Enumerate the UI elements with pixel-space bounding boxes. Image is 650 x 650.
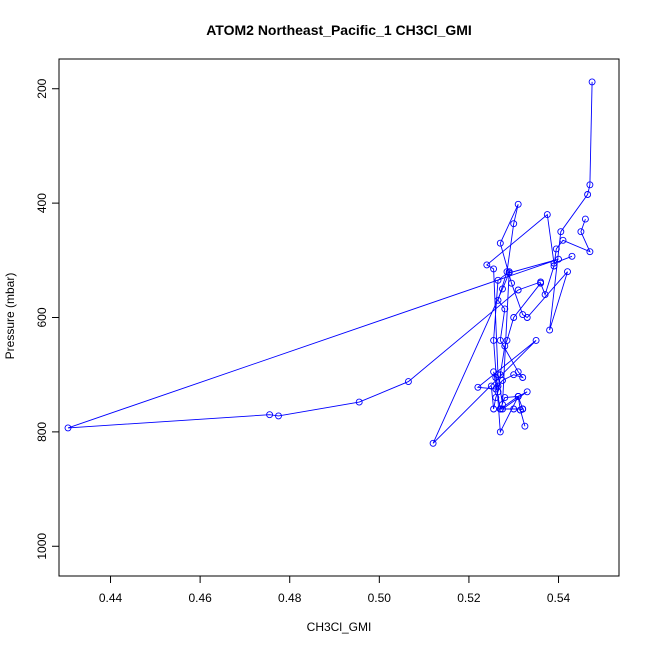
data-point xyxy=(588,78,596,86)
data-point xyxy=(490,405,498,413)
data-point xyxy=(64,424,72,432)
plot-frame xyxy=(58,58,620,577)
data-point xyxy=(514,200,522,208)
x-axis-label: CH3Cl_GMI xyxy=(307,620,372,634)
data-point xyxy=(557,228,565,236)
data-point xyxy=(510,220,518,228)
data-point xyxy=(505,269,513,277)
series-layer xyxy=(64,78,596,447)
data-point xyxy=(546,326,554,334)
data-point xyxy=(559,236,567,244)
data-point xyxy=(499,405,506,413)
chart-title: ATOM2 Northeast_Pacific_1 CH3Cl_GMI xyxy=(206,22,472,38)
y-tick-label: 400 xyxy=(35,193,49,213)
data-point xyxy=(490,336,498,344)
data-point xyxy=(496,336,504,344)
profile-series-3 xyxy=(64,255,562,447)
data-point xyxy=(577,228,585,236)
y-tick-label: 200 xyxy=(35,78,49,98)
data-point xyxy=(537,278,545,286)
data-point xyxy=(275,412,282,420)
data-point xyxy=(266,411,274,419)
data-point xyxy=(510,405,518,413)
data-point xyxy=(568,252,576,260)
data-point xyxy=(555,255,562,263)
data-point xyxy=(519,374,527,381)
x-tick-label: 0.46 xyxy=(188,591,212,605)
data-point xyxy=(550,262,558,270)
y-tick-label: 1000 xyxy=(35,533,49,560)
y-tick-label: 600 xyxy=(35,307,49,327)
data-point xyxy=(496,371,504,379)
data-point xyxy=(494,276,502,284)
data-point xyxy=(510,314,518,321)
data-point xyxy=(501,305,509,313)
data-point xyxy=(532,336,540,344)
x-tick-label: 0.48 xyxy=(278,591,302,605)
data-point xyxy=(516,406,524,414)
y-tick-label: 800 xyxy=(35,422,49,442)
data-point xyxy=(355,398,363,406)
data-point xyxy=(503,336,511,344)
data-point xyxy=(496,405,504,413)
data-point xyxy=(496,239,504,247)
data-point xyxy=(519,311,527,319)
y-axis-label: Pressure (mbar) xyxy=(3,273,17,360)
x-tick-label: 0.44 xyxy=(99,591,123,605)
data-point xyxy=(541,291,549,299)
data-point xyxy=(543,211,551,219)
data-point xyxy=(404,378,412,386)
data-point xyxy=(499,285,506,293)
data-point xyxy=(514,392,522,400)
x-tick-label: 0.50 xyxy=(368,591,392,605)
data-point xyxy=(474,383,482,391)
data-point xyxy=(584,191,592,198)
data-point xyxy=(586,248,594,256)
data-point xyxy=(492,385,500,393)
data-point xyxy=(564,268,571,276)
data-point xyxy=(490,265,498,273)
data-point xyxy=(483,261,491,269)
data-point xyxy=(514,286,522,294)
data-point xyxy=(429,439,437,447)
data-point xyxy=(496,428,504,436)
data-point xyxy=(501,342,509,350)
x-tick-label: 0.54 xyxy=(547,591,571,605)
data-point xyxy=(494,371,502,379)
x-tick-label: 0.52 xyxy=(457,591,481,605)
data-point xyxy=(510,371,518,379)
profile-line-3 xyxy=(67,258,559,444)
data-point xyxy=(586,181,594,189)
data-point xyxy=(523,388,531,396)
data-point xyxy=(521,422,529,430)
data-point xyxy=(552,245,560,253)
axes-layer: 0.44 0.46 0.48 0.50 0.52 0.54 200 400 600 800 1000 xyxy=(35,78,571,605)
data-point xyxy=(581,215,589,223)
data-point xyxy=(492,394,500,402)
